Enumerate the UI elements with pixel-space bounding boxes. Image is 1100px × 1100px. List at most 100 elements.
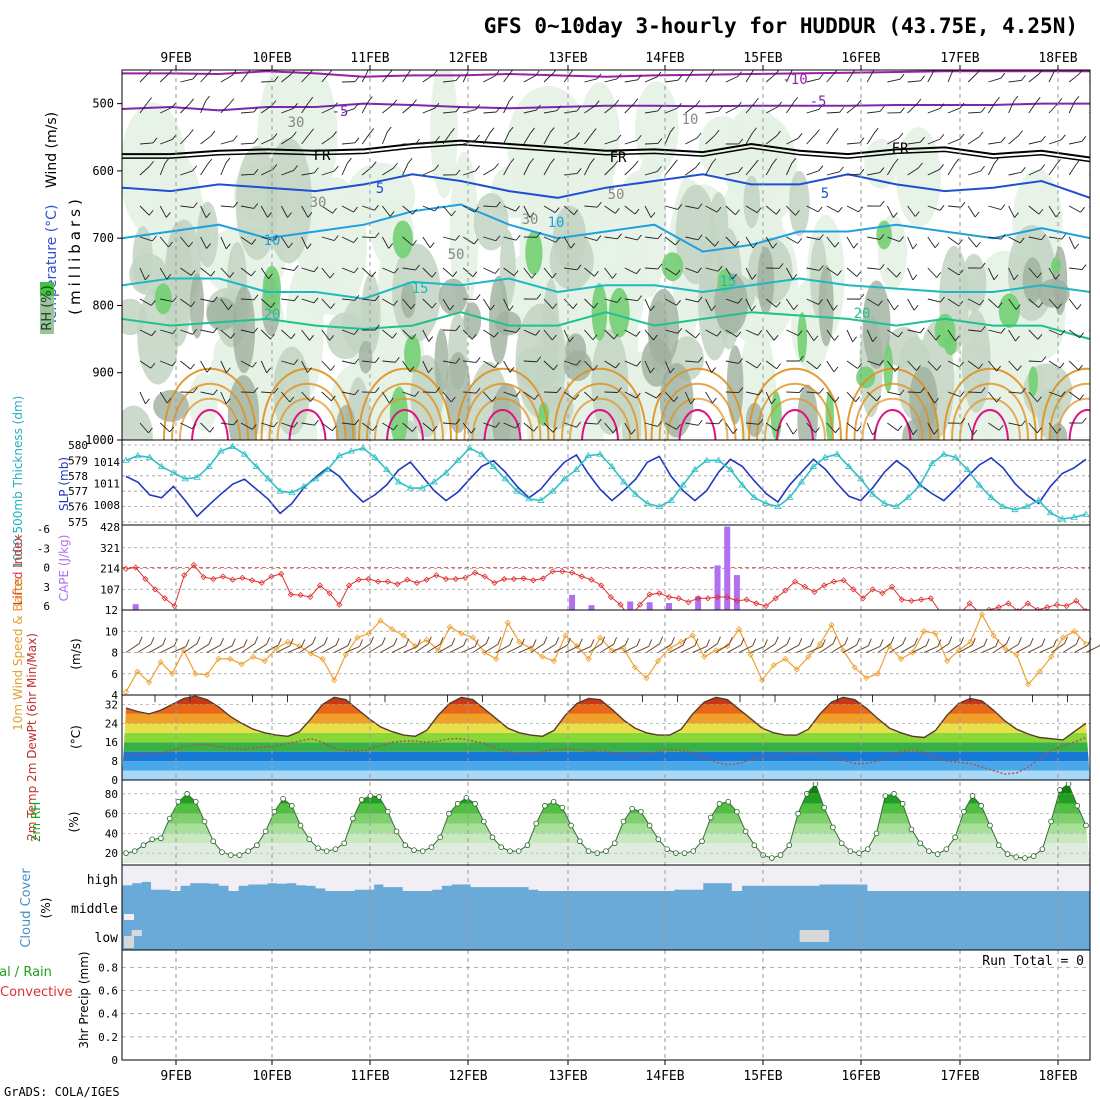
wind-barb	[543, 329, 553, 341]
wind-barb-flag	[676, 102, 682, 109]
wind-barb	[644, 298, 651, 311]
rh-area-dark	[1022, 257, 1043, 304]
wind-barb-flag	[576, 105, 582, 112]
wind-barb-flag	[151, 330, 157, 336]
cloud-high-gap	[664, 865, 675, 891]
warm-contour	[260, 367, 355, 440]
thickness-marker	[418, 484, 427, 491]
wind-barb-flag	[734, 240, 740, 247]
thickness-marker	[963, 465, 972, 473]
rh2m-marker	[1074, 802, 1081, 809]
wind-barb-flag	[614, 99, 620, 106]
rh-area-light	[723, 134, 789, 205]
wind-barb	[220, 267, 231, 278]
wind-barb	[866, 329, 874, 342]
rh2m-marker	[201, 818, 208, 825]
lifted-index-marker	[510, 575, 517, 583]
wind-barb-flag	[1037, 427, 1042, 434]
wind-barb-flag	[475, 104, 481, 110]
lifted-index-marker	[190, 561, 197, 568]
cloud-high-gap	[760, 865, 772, 886]
wind10-marker	[967, 638, 974, 645]
wind-barb-flag	[329, 70, 333, 73]
wind-barb	[705, 391, 713, 404]
wind10-barb	[137, 643, 152, 653]
lifted-index-marker	[927, 595, 934, 602]
rh2m-marker	[280, 795, 286, 802]
slp-tick-label: 1008	[94, 499, 121, 512]
warm-contour	[845, 367, 940, 440]
cloud-high-gap	[1051, 865, 1062, 891]
wind-barb	[523, 329, 536, 336]
cloud-high-gap	[789, 865, 801, 886]
cloud-high-gap	[547, 865, 559, 891]
wind-barb	[786, 236, 798, 244]
wind-barb	[765, 422, 777, 432]
wind-barb-flag	[592, 334, 598, 341]
wind-barb	[644, 267, 659, 270]
thickness-marker	[276, 487, 284, 494]
wind-barb	[624, 422, 632, 435]
wind-barb	[160, 360, 173, 367]
wind-barb	[1048, 267, 1056, 280]
thickness-marker	[1058, 515, 1067, 522]
wind-barb-flag	[392, 99, 397, 106]
wind-barb	[907, 267, 914, 281]
date-label-bottom: 11FEB	[350, 1069, 389, 1084]
thickness-tick-label: 579	[68, 454, 88, 467]
cloud-high-gap	[683, 865, 694, 890]
thickness-marker	[406, 484, 415, 491]
wind-barb	[988, 298, 999, 309]
wind-barb	[442, 391, 452, 403]
wind10-marker	[1013, 651, 1020, 658]
wind10-barb-flag	[670, 637, 675, 645]
wind-barb	[563, 205, 575, 216]
wind10-barb-flag	[879, 639, 884, 647]
wind-barb-flag	[873, 127, 879, 134]
wind-barb	[442, 133, 451, 145]
wind-barb	[867, 236, 881, 240]
wind-barb	[422, 236, 431, 248]
wind-barb	[301, 298, 315, 304]
wind-barb	[321, 136, 333, 145]
wind10-barb-flag	[451, 637, 456, 646]
wind-barb-flag	[669, 367, 675, 374]
wind-barb-flag	[1019, 237, 1025, 244]
wind-barb-flag	[354, 389, 360, 396]
rh-area-moist	[608, 287, 630, 338]
wind-barb-flag	[495, 422, 501, 428]
wind10-marker	[319, 655, 326, 662]
wind-barb	[281, 107, 294, 114]
wind-barb-flag	[757, 330, 763, 336]
rh2m-marker	[978, 802, 985, 809]
wind10-barb-flag	[370, 636, 374, 644]
rh2m-marker	[193, 798, 199, 805]
wind-barb-flag	[738, 166, 743, 173]
wind-barb	[1008, 79, 1022, 83]
wind-barb	[1068, 360, 1079, 371]
wind-barb	[200, 422, 211, 433]
thickness-marker	[1070, 513, 1078, 520]
wind-barb-flag	[307, 212, 313, 218]
wind-barb-flag	[859, 293, 865, 300]
cloud-high-gap	[460, 865, 471, 885]
wind10-barb-flag	[717, 636, 721, 644]
wind-barb	[321, 329, 331, 341]
temp-band	[122, 723, 1090, 733]
temp-band	[122, 761, 1090, 771]
wind-barb-flag	[898, 132, 904, 139]
wind-barb-flag	[1057, 98, 1063, 104]
wind-barb	[806, 391, 820, 394]
cloud-high-gap	[635, 865, 646, 891]
wind10-barb-flag	[220, 637, 224, 646]
lifted-index-marker	[549, 568, 556, 575]
wind-barb-flag	[434, 102, 440, 109]
wind-barb	[220, 422, 234, 426]
wind-barb	[1048, 103, 1059, 114]
thickness-marker	[240, 450, 249, 457]
wind-barb-flag	[912, 243, 918, 250]
wind-barb-flag	[494, 163, 499, 169]
rh2m-marker	[524, 842, 531, 849]
